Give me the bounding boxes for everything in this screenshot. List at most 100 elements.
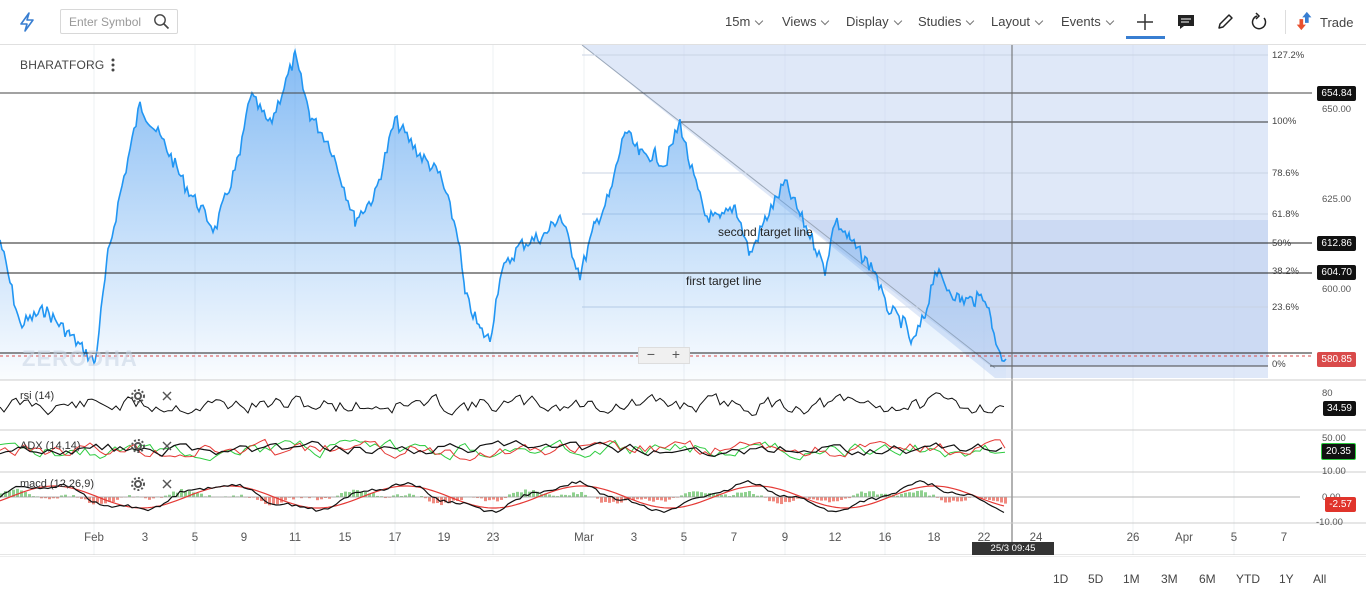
macd-histogram-bar xyxy=(4,491,7,497)
price-chart[interactable] xyxy=(0,45,1366,555)
zoom-in-button[interactable]: + xyxy=(671,346,681,362)
trade-button[interactable]: Trade xyxy=(1320,15,1354,30)
macd-histogram-bar xyxy=(532,490,535,497)
range-all-button[interactable]: All xyxy=(1313,572,1327,586)
macd-histogram-bar xyxy=(512,492,515,497)
adx-settings-gear-icon[interactable] xyxy=(130,438,146,454)
macd-histogram-bar xyxy=(152,497,155,499)
macd-histogram-bar xyxy=(612,497,615,502)
macd-histogram-bar xyxy=(192,492,195,497)
macd-histogram-bar xyxy=(492,497,495,500)
macd-histogram-bar xyxy=(596,497,599,499)
adx-line xyxy=(0,440,1003,458)
x-axis-tick: 24 xyxy=(1029,532,1043,544)
macd-histogram-bar xyxy=(264,497,267,504)
x-axis-tick: 7 xyxy=(730,532,738,544)
macd-histogram-bar xyxy=(668,497,671,500)
adx-axis-label: 10.00 xyxy=(1322,466,1346,477)
range-1d-button[interactable]: 1D xyxy=(1053,572,1069,586)
macd-histogram-bar xyxy=(164,495,167,497)
studies-menu[interactable]: Studies xyxy=(918,14,975,29)
macd-histogram-bar xyxy=(944,497,947,503)
macd-histogram-bar xyxy=(424,497,427,499)
range-1m-button[interactable]: 1M xyxy=(1123,572,1140,586)
macd-histogram-bar xyxy=(776,497,779,504)
macd-histogram-bar xyxy=(480,497,483,499)
events-menu[interactable]: Events xyxy=(1061,14,1114,29)
comment-icon[interactable] xyxy=(1175,11,1197,33)
adx-close-icon[interactable] xyxy=(161,440,173,452)
macd-histogram-bar xyxy=(688,492,691,497)
layout-menu[interactable]: Layout xyxy=(991,14,1044,29)
macd-histogram-bar xyxy=(908,492,911,497)
macd-histogram-bar xyxy=(684,493,687,497)
symbol-title[interactable]: BHARATFORG xyxy=(20,58,105,72)
range-ytd-button[interactable]: YTD xyxy=(1236,572,1260,586)
macd-histogram-bar xyxy=(268,497,271,506)
more-options-icon[interactable] xyxy=(110,57,116,73)
macd-histogram-bar xyxy=(392,495,395,497)
chevron-down-icon xyxy=(966,16,975,26)
symbol-search[interactable] xyxy=(60,9,178,34)
macd-histogram-bar xyxy=(348,492,351,497)
macd-histogram-bar xyxy=(356,490,359,497)
macd-histogram-bar xyxy=(168,494,171,497)
range-3m-button[interactable]: 3M xyxy=(1161,572,1178,586)
macd-histogram-bar xyxy=(948,497,951,503)
price-tag-612: 612.86 xyxy=(1317,236,1356,251)
interval-menu[interactable]: 15m xyxy=(725,14,764,29)
adx-label[interactable]: ADX (14,14) xyxy=(20,440,81,452)
range-6m-button[interactable]: 6M xyxy=(1199,572,1216,586)
trade-arrows-icon[interactable] xyxy=(1294,10,1316,32)
fib-shaded-region xyxy=(582,45,1268,378)
macd-histogram-bar xyxy=(432,497,435,504)
price-axis-label: 625.00 xyxy=(1322,194,1352,205)
rsi-line xyxy=(0,392,1005,417)
zoom-out-button[interactable]: − xyxy=(646,346,656,362)
macd-histogram-bar xyxy=(196,493,199,497)
crosshair-icon[interactable] xyxy=(1134,11,1156,33)
macd-histogram-bar xyxy=(396,494,399,497)
x-axis-tick: 23 xyxy=(486,532,500,544)
macd-histogram-bar xyxy=(1004,497,1007,504)
macd-histogram-bar xyxy=(292,497,295,500)
fib-label: 100% xyxy=(1272,116,1297,127)
views-menu[interactable]: Views xyxy=(782,14,830,29)
symbol-search-input[interactable] xyxy=(69,13,147,31)
macd-histogram-bar xyxy=(524,489,527,497)
macd-histogram-bar xyxy=(932,494,935,497)
macd-settings-gear-icon[interactable] xyxy=(130,476,146,492)
search-icon[interactable] xyxy=(153,13,170,30)
lightning-logo-icon[interactable] xyxy=(16,11,38,33)
rsi-settings-gear-icon[interactable] xyxy=(130,388,146,404)
rsi-close-icon[interactable] xyxy=(161,390,173,402)
x-axis-tick: 26 xyxy=(1126,532,1140,544)
macd-histogram-bar xyxy=(856,493,859,497)
macd-histogram-bar xyxy=(916,490,919,497)
display-menu-label: Display xyxy=(846,14,889,29)
pencil-draw-icon[interactable] xyxy=(1214,11,1236,33)
macd-histogram-bar xyxy=(412,494,415,497)
macd-histogram-bar xyxy=(888,494,891,497)
first-target-annotation[interactable]: first target line xyxy=(686,274,762,288)
rsi-label[interactable]: rsi (14) xyxy=(20,390,55,402)
macd-histogram-bar xyxy=(188,491,191,497)
macd-histogram-bar xyxy=(536,491,539,497)
display-menu[interactable]: Display xyxy=(846,14,902,29)
macd-histogram-bar xyxy=(272,497,275,505)
reset-refresh-icon[interactable] xyxy=(1248,11,1270,33)
macd-histogram-bar xyxy=(52,497,55,499)
macd-label[interactable]: macd (12,26,9) xyxy=(20,478,94,490)
macd-histogram-bar xyxy=(956,497,959,502)
macd-close-icon[interactable] xyxy=(161,478,173,490)
macd-histogram-bar xyxy=(712,493,715,497)
macd-histogram-bar xyxy=(564,494,567,497)
macd-histogram-bar xyxy=(820,497,823,501)
macd-histogram-bar xyxy=(900,493,903,497)
range-5d-button[interactable]: 5D xyxy=(1088,572,1104,586)
macd-histogram-bar xyxy=(624,497,627,501)
range-1y-button[interactable]: 1Y xyxy=(1279,572,1294,586)
macd-histogram-bar xyxy=(868,491,871,497)
second-target-annotation[interactable]: second target line xyxy=(718,225,813,239)
macd-histogram-bar xyxy=(628,497,631,499)
